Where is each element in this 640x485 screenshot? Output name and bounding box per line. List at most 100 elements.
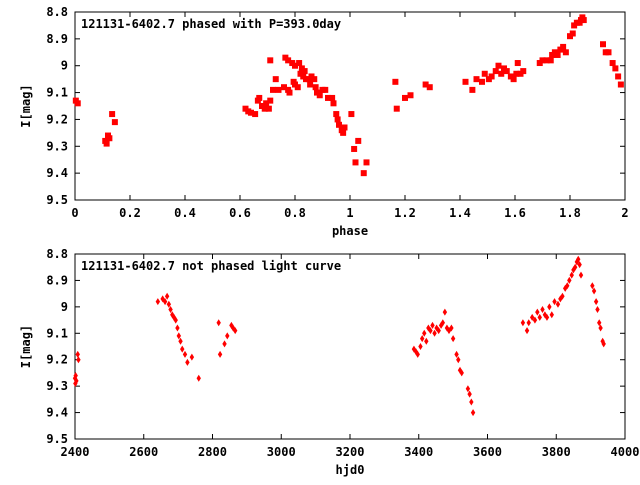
data-point (526, 319, 531, 327)
data-point (252, 111, 259, 118)
y-tick-label: 9 (61, 59, 68, 73)
data-point (76, 356, 81, 364)
data-point (547, 303, 552, 311)
data-point (307, 81, 314, 88)
data-point (75, 350, 80, 358)
x-tick-label: 1.6 (504, 206, 526, 220)
y-tick-label: 9.4 (46, 166, 68, 180)
data-point (229, 321, 234, 329)
data-point (488, 73, 495, 80)
y-tick-label: 9.5 (46, 432, 68, 446)
data-point (605, 49, 612, 56)
data-point (469, 398, 474, 406)
data-point (555, 300, 561, 308)
data-point (492, 68, 499, 75)
data-point (103, 140, 110, 147)
data-point (470, 409, 476, 417)
data-point (363, 159, 370, 166)
data-point (360, 170, 367, 177)
data-point (567, 276, 572, 284)
data-point (402, 94, 408, 101)
data-point (544, 313, 550, 321)
x-tick-label: 1.4 (449, 206, 471, 220)
data-point (549, 311, 554, 319)
data-point (248, 109, 254, 116)
y-tick-label: 9.3 (46, 379, 68, 393)
data-point (578, 271, 584, 279)
data-point (393, 105, 400, 112)
data-point (432, 329, 437, 337)
data-point (529, 313, 535, 321)
data-point (176, 332, 182, 340)
data-point (436, 327, 441, 335)
data-point (617, 81, 624, 88)
data-point (456, 356, 461, 364)
data-point (286, 89, 293, 96)
y-tick-label: 9.3 (46, 139, 68, 153)
data-point (510, 76, 517, 83)
data-point (495, 62, 502, 69)
data-point (450, 335, 456, 343)
data-point (270, 86, 276, 93)
data-point (330, 100, 337, 107)
data-point (473, 76, 480, 83)
data-point (422, 329, 427, 337)
data-point (256, 94, 263, 101)
y-tick-label: 9.1 (46, 86, 68, 100)
data-point (600, 41, 606, 48)
data-point (422, 81, 429, 88)
data-point (442, 308, 448, 316)
data-point (407, 92, 414, 99)
data-point (454, 350, 459, 358)
data-point (430, 321, 435, 329)
data-point (513, 70, 520, 77)
data-point (180, 345, 185, 353)
data-point (185, 358, 190, 366)
data-point (111, 119, 118, 126)
data-point (336, 121, 342, 128)
data-point (537, 313, 542, 321)
x-tick-label: 3400 (404, 445, 433, 459)
data-point (263, 100, 270, 107)
y-axis-title: I[mag] (19, 84, 33, 127)
x-tick-label: 4000 (611, 445, 640, 459)
data-point (230, 324, 236, 332)
data-point (355, 137, 362, 144)
data-point (469, 86, 476, 93)
unphased-light-curve-panel: 2400 2600 2800 3000 3200 3400 3600 3800 4000 8.8 8… (19, 247, 639, 477)
data-point (311, 76, 318, 83)
data-point (106, 135, 113, 142)
x-tick-label: 1.8 (559, 206, 581, 220)
data-point (351, 145, 358, 152)
data-point (267, 97, 274, 104)
y-tick-label: 9.1 (46, 326, 68, 340)
data-point (569, 30, 576, 37)
data-point (168, 306, 173, 313)
data-point (562, 49, 569, 56)
data-point (275, 86, 282, 93)
data-point (312, 84, 319, 91)
chart-title: 121131-6402.7 not phased light curve (81, 259, 341, 273)
data-point (532, 316, 538, 324)
data-point (334, 116, 341, 123)
x-axis-title: hjd0 (336, 463, 365, 477)
plot-frame (74, 253, 626, 440)
y-tick-label: 9.5 (46, 193, 68, 207)
y-tick-label: 9.2 (46, 353, 68, 367)
data-point (560, 43, 567, 50)
data-point (440, 319, 446, 327)
x-tick-label: 2800 (198, 445, 227, 459)
data-point (292, 62, 298, 69)
x-tick-label: 0.4 (174, 206, 196, 220)
data-point (591, 287, 597, 295)
data-point (539, 57, 546, 64)
data-point (459, 369, 464, 377)
data-point (569, 271, 574, 279)
x-axis-title: phase (332, 224, 368, 238)
data-point (281, 84, 287, 91)
y-tick-label: 8.8 (46, 5, 68, 19)
data-point (232, 327, 238, 335)
data-point (514, 60, 521, 67)
data-point (265, 105, 272, 112)
